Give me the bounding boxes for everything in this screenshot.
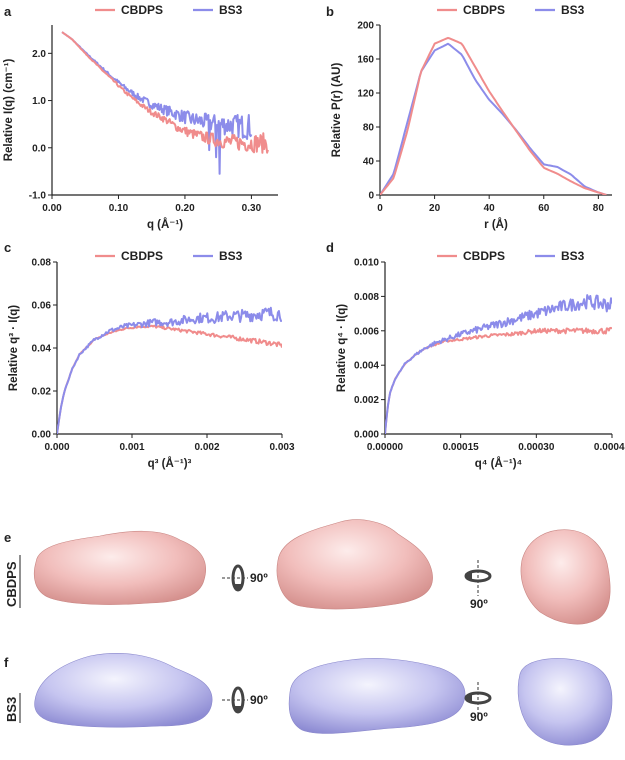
chart-c: c 0.000 0.001 0.002 0.003 0.00 0.02 0.04 0.06 0.0…: [4, 240, 295, 470]
y-tick-label: 120: [357, 89, 374, 100]
y-tick-label: 2.0: [32, 49, 46, 60]
y-tick-label: 40: [363, 157, 375, 168]
x-axis-label: r (Å): [484, 218, 508, 231]
y-tick-label: 200: [357, 21, 374, 32]
series-line-cbdps: [61, 31, 269, 154]
panel-letter-d: d: [326, 240, 334, 255]
x-tick-label: 60: [538, 203, 550, 214]
cbdps-model-view-3: [520, 529, 611, 625]
x-axis-label: q⁴ (Å⁻¹)⁴: [475, 457, 523, 470]
plot-area: [385, 294, 612, 434]
bs3-model-view-2: [288, 658, 466, 734]
legend-label-bs3: BS3: [561, 249, 585, 263]
models-layer: e CBDPS f BS3 90º 90º 90º: [4, 519, 613, 746]
chart-d: d 0.00000 0.00015 0.00030 0.00045 0.000 0.002 0…: [326, 240, 625, 470]
plot-area: [57, 306, 282, 434]
x-tick-label: 0.000: [44, 442, 69, 453]
y-tick-label: 0.00: [32, 430, 52, 441]
plot-area: [380, 36, 607, 195]
y-tick-label: 0.08: [32, 258, 52, 269]
legend-label-bs3: BS3: [219, 3, 243, 17]
chart-a: a 0.00 0.10 0.20 0.30 -1.0 0.0 1.0 2.0 q (Å⁻¹) Rel…: [3, 3, 278, 231]
panel-letter-c: c: [4, 240, 11, 255]
x-tick-label: 0.20: [175, 203, 195, 214]
x-tick-label: 20: [429, 203, 441, 214]
y-tick-label: 0.0: [32, 143, 46, 154]
row-label-cbdps: CBDPS: [4, 561, 19, 607]
y-tick-label: 0: [368, 191, 374, 202]
y-tick-label: 0.006: [354, 326, 379, 337]
x-tick-label: 0.10: [109, 203, 129, 214]
rotation-label-e2: 90º: [470, 597, 488, 611]
row-label-bs3: BS3: [4, 697, 19, 722]
y-tick-label: 0.000: [354, 430, 379, 441]
legend-label-bs3: BS3: [219, 249, 243, 263]
y-tick-label: 1.0: [32, 96, 46, 107]
panel-letter-b: b: [326, 4, 334, 19]
panel-letter-f: f: [4, 655, 9, 670]
x-tick-label: 0.002: [194, 442, 219, 453]
y-tick-label: 0.004: [354, 361, 379, 372]
y-tick-label: 0.02: [32, 387, 52, 398]
y-axis-label: Relative q³ · I(q): [8, 305, 20, 391]
panel-letter-e: e: [4, 530, 11, 545]
legend-label-cbdps: CBDPS: [463, 249, 505, 263]
legend-label-cbdps: CBDPS: [121, 249, 163, 263]
rotation-arrow-icon-f1: [222, 686, 248, 714]
y-axis-label: Relative I(q) (cm⁻¹): [3, 59, 15, 162]
y-tick-label: 0.008: [354, 292, 379, 303]
rotation-label-e1: 90º: [250, 571, 268, 585]
series-line-cbdps: [385, 326, 612, 434]
y-axis-label: Relative P(r) (AU): [331, 63, 343, 158]
series-line-bs3: [380, 42, 607, 195]
x-tick-label: 0.00015: [443, 442, 480, 453]
y-axis-label: Relative q⁴ · I(q): [336, 304, 348, 392]
charts-layer: a 0.00 0.10 0.20 0.30 -1.0 0.0 1.0 2.0 q (Å⁻¹) Rel…: [3, 3, 625, 470]
series-line-bs3: [385, 294, 612, 434]
rotation-arrow-icon-e2: [464, 560, 492, 596]
x-tick-label: 0.00000: [367, 442, 404, 453]
x-tick-label: 40: [484, 203, 496, 214]
panel-letter-a: a: [4, 4, 12, 19]
x-axis-label: q (Å⁻¹): [147, 218, 183, 231]
y-tick-label: 80: [363, 123, 375, 134]
legend-label-cbdps: CBDPS: [121, 3, 163, 17]
x-tick-label: 0.30: [242, 203, 262, 214]
x-tick-label: 80: [593, 203, 605, 214]
bs3-model-view-1: [34, 653, 213, 728]
cbdps-model-view-1: [33, 530, 206, 605]
x-tick-label: 0.00030: [518, 442, 555, 453]
series-line-cbdps: [380, 36, 607, 195]
chart-b: b 0 20 40 60 80 0 40 80 120 160 200 r (Å) Relative P(…: [326, 3, 612, 231]
x-tick-label: 0.00045: [594, 442, 625, 453]
x-tick-label: 0: [377, 203, 383, 214]
y-tick-label: -1.0: [29, 191, 47, 202]
y-tick-label: 0.06: [32, 301, 52, 312]
legend-label-cbdps: CBDPS: [463, 3, 505, 17]
cbdps-model-view-2: [276, 519, 433, 610]
x-tick-label: 0.003: [269, 442, 294, 453]
x-tick-label: 0.00: [42, 203, 62, 214]
x-axis-label: q³ (Å⁻¹)³: [148, 457, 192, 470]
series-line-bs3: [57, 306, 282, 434]
legend-label-bs3: BS3: [561, 3, 585, 17]
rotation-label-f2: 90º: [470, 710, 488, 724]
x-tick-label: 0.001: [119, 442, 144, 453]
rotation-arrow-icon-e1: [222, 564, 248, 592]
series-line-bs3: [61, 31, 253, 175]
plot-area: [61, 31, 269, 175]
bs3-model-view-3: [517, 658, 613, 746]
rotation-arrow-icon-f2: [464, 682, 492, 718]
y-tick-label: 160: [357, 55, 374, 66]
y-tick-label: 0.010: [354, 258, 379, 269]
y-tick-label: 0.04: [32, 344, 52, 355]
rotation-label-f1: 90º: [250, 693, 268, 707]
y-tick-label: 0.002: [354, 395, 379, 406]
